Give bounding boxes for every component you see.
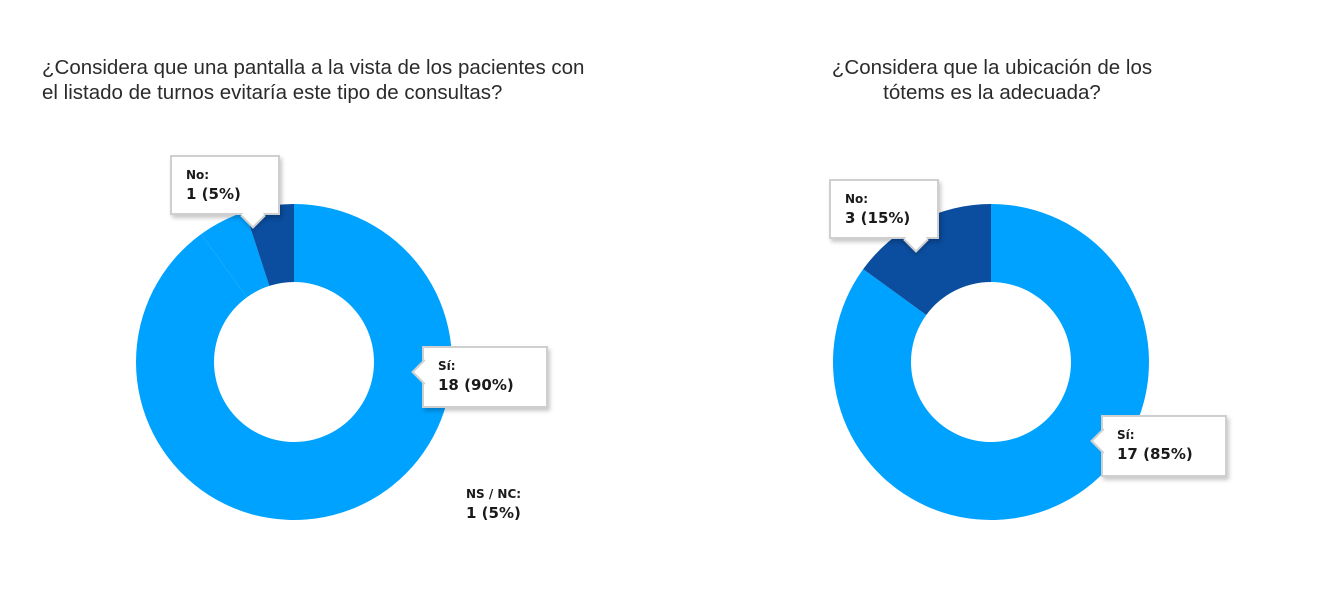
chart-1-label-no: No: 1 (5%): [170, 155, 280, 229]
chart-1-label-nsnc-value: 1 (5%): [466, 504, 521, 522]
chart-2-label-no-value: 3 (15%): [845, 209, 911, 227]
chart-2-label-si: Sí: 17 (85%): [1090, 415, 1227, 477]
chart-1-slice-ns-nc: [201, 211, 270, 298]
chart-2-label-si-name: Sí:: [1117, 428, 1135, 442]
chart-1-slice-no: [245, 204, 294, 286]
chart-1-title: ¿Considera que una pantalla a la vista d…: [42, 56, 585, 104]
chart-2-label-no: No: 3 (15%): [829, 179, 939, 253]
chart-2-label-no-name: No:: [845, 192, 869, 206]
chart-1-label-no-value: 1 (5%): [186, 185, 241, 203]
chart-2-title: ¿Considera que la ubicación de los tótem…: [831, 56, 1153, 104]
chart-2-slice-no: [863, 204, 991, 315]
chart-1-slice-s: [135, 204, 453, 520]
chart-1-label-si-name: Sí:: [438, 359, 456, 373]
chart-2-slice-s: [833, 204, 1149, 520]
chart-1-label-nsnc-name: NS / NC:: [466, 487, 522, 501]
chart-2-label-si-value: 17 (85%): [1117, 445, 1193, 463]
chart-1-label-si: Sí: 18 (90%): [411, 346, 548, 408]
chart-1-label-no-name: No:: [186, 168, 210, 182]
chart-1-label-nsnc: NS / NC: 1 (5%): [466, 486, 521, 524]
chart-1-label-si-value: 18 (90%): [438, 376, 514, 394]
